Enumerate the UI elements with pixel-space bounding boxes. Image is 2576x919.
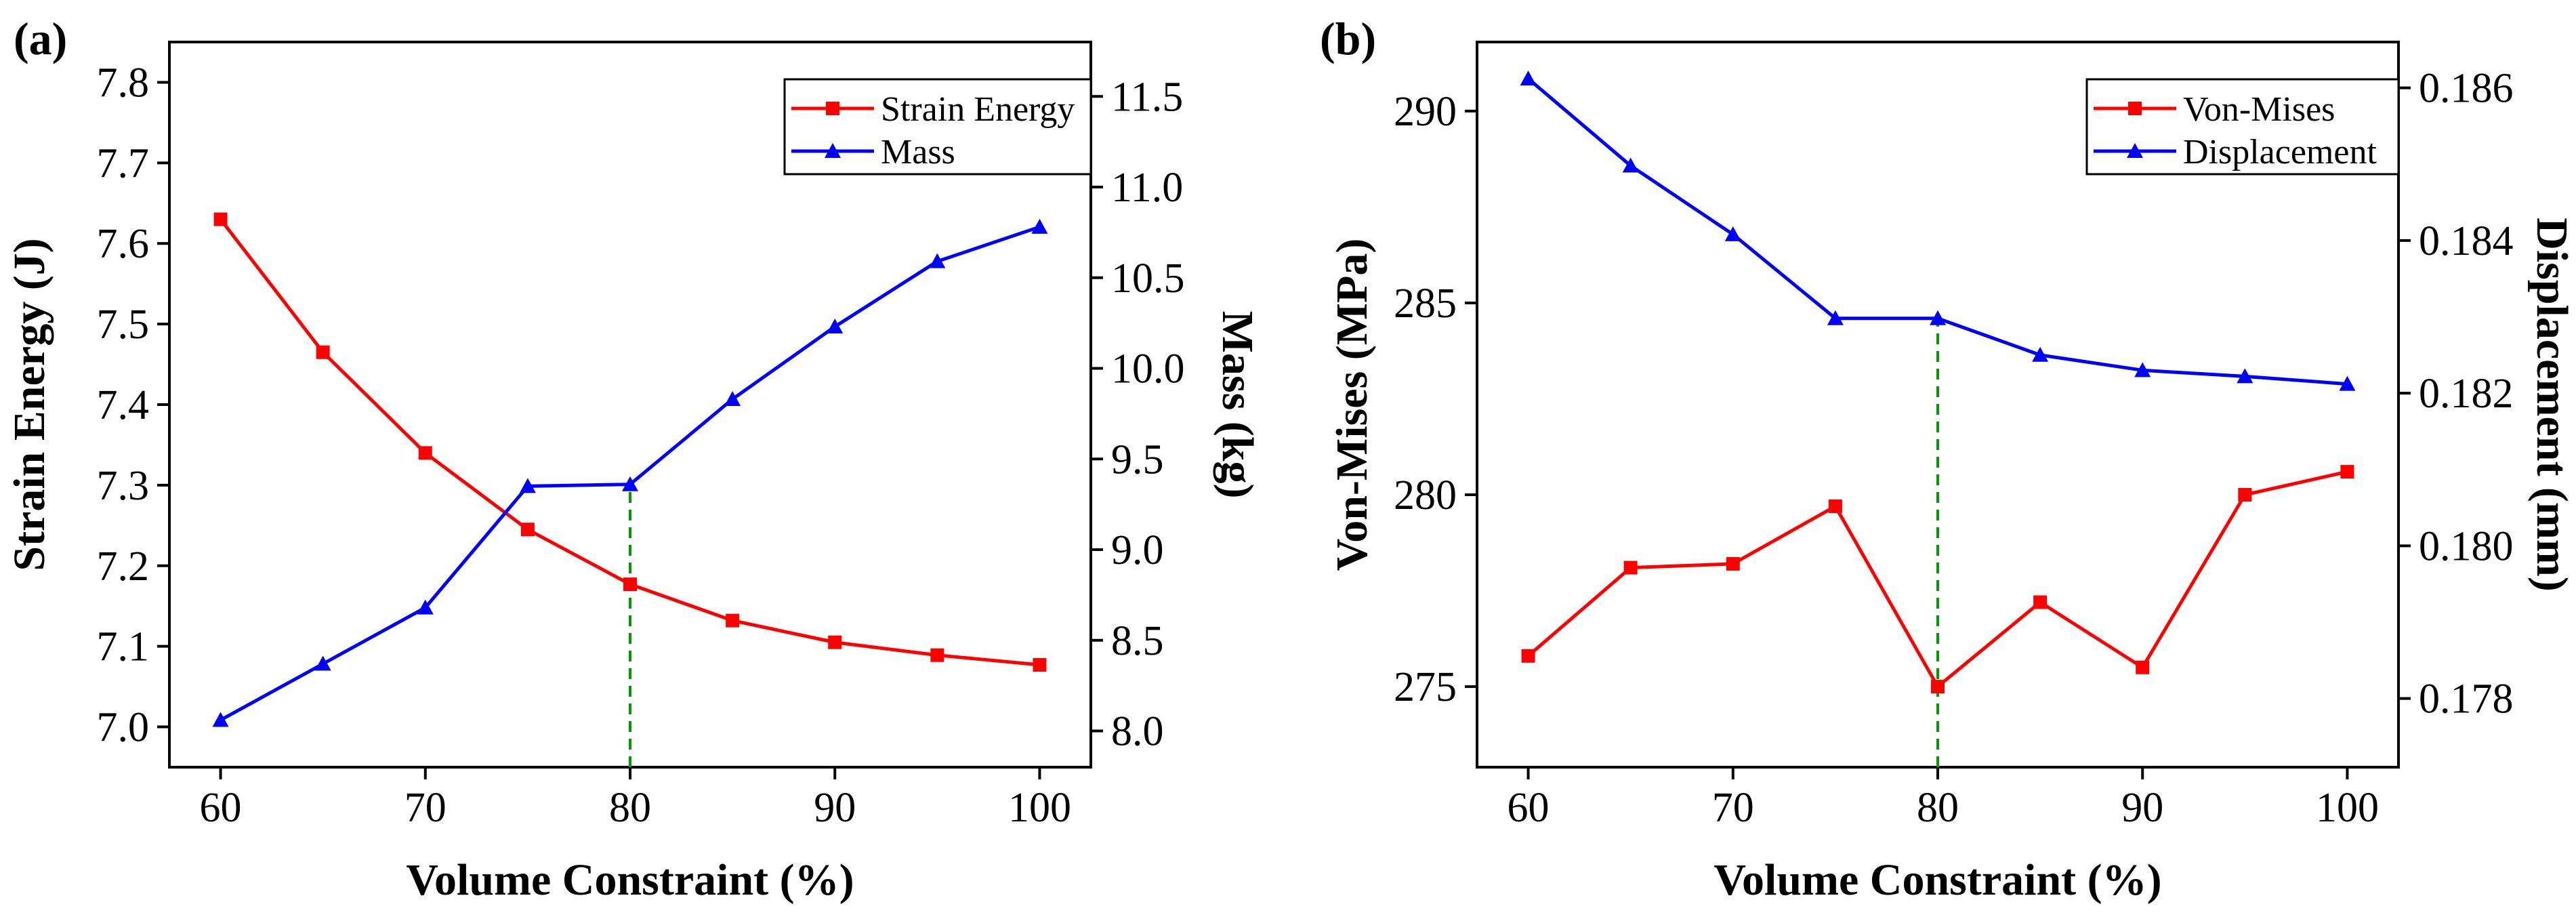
data-point	[1622, 157, 1639, 173]
legend-marker	[826, 102, 839, 115]
right-y-tick-label: 9.0	[1111, 527, 1164, 573]
legend-label: Mass	[881, 133, 955, 171]
x-tick-label: 80	[609, 785, 651, 831]
x-tick-label: 70	[1712, 785, 1754, 831]
panel-label: (b)	[1320, 13, 1376, 64]
data-point	[2134, 362, 2151, 377]
data-point	[2032, 346, 2049, 362]
x-tick-label: 100	[2316, 785, 2379, 831]
panel-b: (b) 60 70 80 90 100 275 280 285 290 0.178 0.180 0.1…	[1320, 13, 2576, 905]
data-point	[623, 577, 637, 592]
right-y-tick-label: 0.182	[2419, 371, 2514, 417]
left-y-tick-label: 7.4	[97, 382, 150, 428]
axes: 60 70 80 90 100 7.0 7.1 7.2 7.3 7.4 7.5 7.6 7.7 7.8 8.…	[97, 60, 1185, 831]
data-point	[1931, 680, 1945, 694]
data-point	[930, 648, 944, 662]
data-point	[1724, 226, 1741, 241]
data-point	[2339, 375, 2356, 391]
x-axis-title: Volume Constraint (%)	[406, 855, 854, 905]
left-y-tick-label: 7.0	[97, 705, 150, 751]
legend-label: Strain Energy	[881, 90, 1075, 129]
data-point	[1520, 70, 1537, 86]
right-y-tick-label: 8.5	[1111, 618, 1164, 664]
data-point	[2136, 660, 2150, 674]
panel-a: (a) 60 70 80 90 100 7.0 7.1 7.2 7.3 7.4 7.5 7.6 7.7 7…	[5, 13, 1262, 905]
data-point	[520, 523, 535, 537]
left-y-tick-label: 7.1	[97, 624, 150, 670]
x-tick-label: 100	[1008, 785, 1071, 831]
data-point	[519, 478, 536, 493]
legend-marker	[825, 143, 841, 158]
right-axis-title: Displacement (mm)	[2527, 218, 2576, 592]
data-point	[1031, 218, 1048, 234]
data-point	[1828, 499, 1842, 514]
x-tick-label: 70	[404, 785, 446, 831]
axes: 60 70 80 90 100 275 280 285 290 0.178 0.180 0.182 0.…	[1394, 66, 2514, 831]
right-y-tick-label: 8.0	[1111, 709, 1164, 755]
data-point	[418, 446, 432, 460]
left-y-tick-label: 7.8	[97, 60, 150, 106]
data-point	[2340, 465, 2354, 479]
x-tick-label: 90	[814, 785, 856, 831]
left-axis-title: Von-Mises (MPa)	[1327, 239, 1377, 571]
data-point	[213, 212, 228, 226]
data-point	[2238, 488, 2252, 502]
left-y-tick-label: 7.7	[97, 140, 150, 186]
legend-marker	[2127, 143, 2143, 158]
left-y-tick-label: 7.2	[97, 544, 150, 590]
legend: Strain Energy Mass	[783, 78, 1092, 176]
x-tick-label: 80	[1917, 785, 1959, 831]
data-point	[1623, 560, 1638, 575]
data-point	[314, 655, 331, 671]
data-point	[622, 476, 638, 491]
right-y-tick-label: 0.178	[2419, 676, 2514, 722]
legend-box	[783, 78, 1092, 176]
data-point	[1521, 649, 1535, 663]
panel-label: (a)	[14, 13, 67, 64]
data-point	[1033, 658, 1047, 672]
data-point	[724, 390, 741, 406]
data-point	[929, 253, 946, 268]
left-y-tick-label: 7.3	[97, 463, 150, 509]
right-axis-title: Mass (kg)	[1213, 311, 1262, 499]
right-y-tick-label: 11.5	[1111, 74, 1183, 120]
left-y-tick-label: 290	[1394, 89, 1457, 135]
x-tick-label: 60	[200, 785, 242, 831]
left-y-tick-label: 7.6	[97, 221, 150, 267]
legend-marker	[2128, 102, 2142, 115]
right-y-tick-label: 10.0	[1111, 346, 1185, 392]
legend: Von-Mises Displacement	[2085, 78, 2400, 176]
legend-box	[2085, 78, 2400, 176]
right-y-tick-label: 0.186	[2419, 66, 2514, 112]
left-y-tick-label: 280	[1394, 472, 1457, 518]
left-y-tick-label: 275	[1394, 664, 1457, 710]
data-point	[1930, 310, 1946, 325]
data-point	[827, 318, 844, 333]
right-y-tick-label: 0.180	[2419, 523, 2514, 569]
left-axis-title: Strain Energy (J)	[5, 238, 54, 571]
right-y-tick-label: 10.5	[1111, 256, 1185, 302]
data-point	[2033, 595, 2048, 609]
data-point	[2237, 368, 2253, 384]
data-point	[726, 613, 740, 628]
left-y-tick-label: 285	[1394, 281, 1457, 327]
right-y-tick-label: 11.0	[1111, 165, 1183, 211]
data-point	[1827, 310, 1844, 325]
legend-label: Von-Mises	[2183, 90, 2335, 129]
x-tick-label: 60	[1508, 785, 1550, 831]
data-point	[417, 599, 434, 615]
right-y-tick-label: 9.5	[1111, 436, 1164, 483]
data-point	[212, 712, 229, 727]
x-tick-label: 90	[2121, 785, 2163, 831]
data-point	[828, 635, 842, 649]
x-axis-title: Volume Constraint (%)	[1713, 855, 2161, 905]
legend-label: Displacement	[2183, 133, 2377, 171]
data-point	[1726, 556, 1740, 571]
left-y-tick-label: 7.5	[97, 302, 150, 348]
right-y-tick-label: 0.184	[2419, 218, 2514, 264]
data-point	[316, 345, 330, 359]
